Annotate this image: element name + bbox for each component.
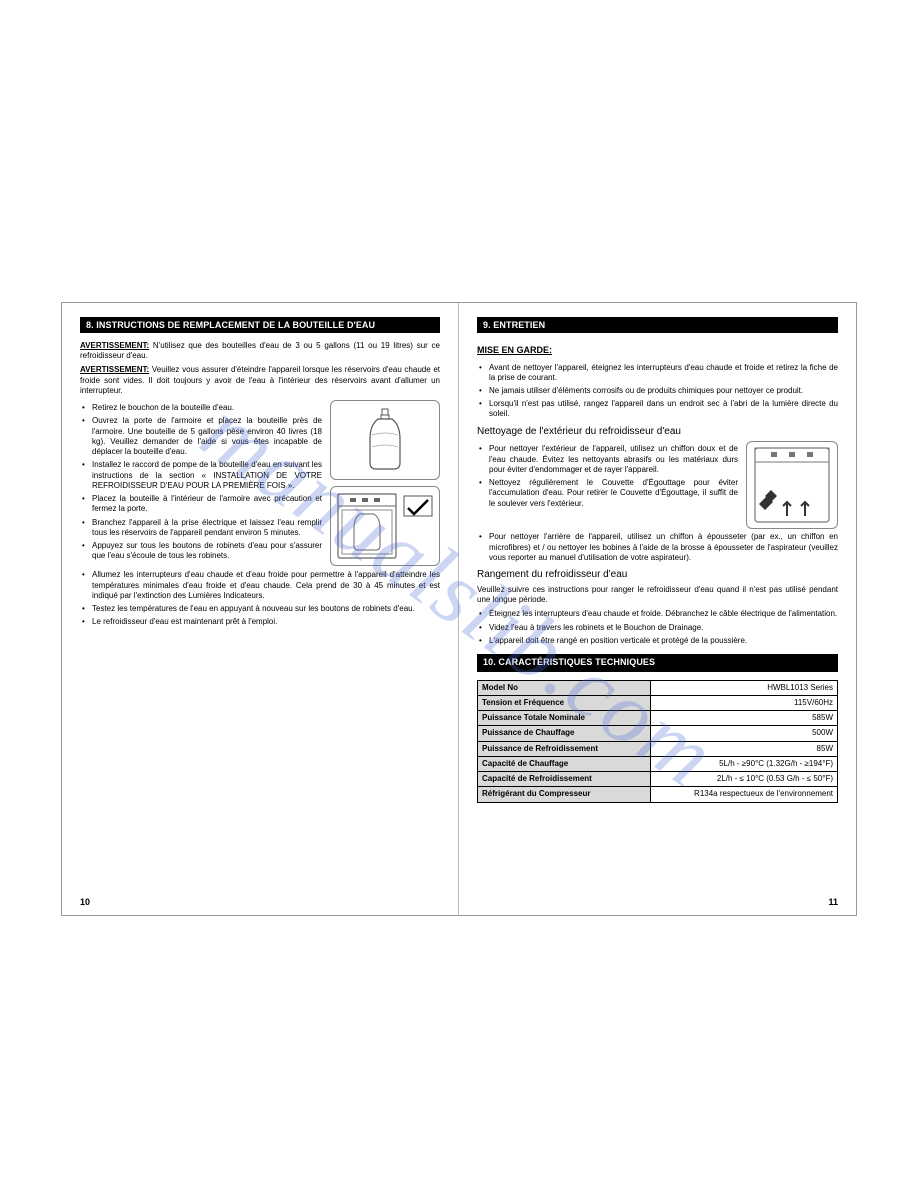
warning-2: AVERTISSEMENT: Veuillez vous assurer d'é…	[80, 365, 440, 396]
left-figures	[330, 400, 440, 567]
table-row: Tension et Fréquence115V/60Hz	[478, 695, 838, 710]
left-narrow-text: Retirez le bouchon de la bouteille d'eau…	[80, 400, 322, 567]
list-item: Retirez le bouchon de la bouteille d'eau…	[80, 403, 322, 413]
table-row: Capacité de Chauffage5L/h - ≥90°C (1.32G…	[478, 756, 838, 771]
table-row: Capacité de Refroidissement2L/h - ≤ 10°C…	[478, 772, 838, 787]
manual-spread: 8. INSTRUCTIONS DE REMPLACEMENT DE LA BO…	[61, 302, 857, 916]
spec-key: Capacité de Chauffage	[478, 756, 651, 771]
cleaning-heading: Nettoyage de l'extérieur du refroidisseu…	[477, 426, 838, 439]
list-item: Appuyez sur tous les boutons de robinets…	[80, 541, 322, 561]
spec-key: Réfrigérant du Compresseur	[478, 787, 651, 802]
left-wide-bullets: Allumez les interrupteurs d'eau chaude e…	[80, 570, 440, 627]
spec-key: Tension et Fréquence	[478, 695, 651, 710]
list-item: Ouvrez la porte de l'armoire et placez l…	[80, 416, 322, 457]
figure-drip-tray	[746, 441, 838, 529]
page-right-body: MISE EN GARDE: Avant de nettoyer l'appar…	[477, 341, 838, 803]
page-number-left: 10	[80, 897, 90, 907]
list-item: Ne jamais utiliser d'éléments corrosifs …	[477, 386, 838, 396]
list-item: Avant de nettoyer l'appareil, éteignez l…	[477, 363, 838, 383]
right-figure-col	[746, 441, 838, 529]
mise-en-garde-label: MISE EN GARDE:	[477, 345, 552, 357]
list-item: Pour nettoyer l'extérieur de l'appareil,…	[477, 444, 738, 475]
list-item: L'appareil doit être rangé en position v…	[477, 636, 838, 646]
storage-bullets: Éteignez les interrupteurs d'eau chaude …	[477, 609, 838, 646]
list-item: Installez le raccord de pompe de la bout…	[80, 460, 322, 491]
table-row: Puissance de Chauffage500W	[478, 726, 838, 741]
list-item: Pour nettoyer l'arrière de l'appareil, u…	[477, 532, 838, 563]
spec-table: Model NoHWBL1013 Series Tension et Fréqu…	[477, 680, 838, 803]
spec-key: Capacité de Refroidissement	[478, 772, 651, 787]
storage-intro: Veuillez suivre ces instructions pour ra…	[477, 585, 838, 605]
spec-val: 585W	[650, 711, 837, 726]
list-item: Nettoyez régulièrement le Couvette d'Égo…	[477, 478, 738, 509]
section-9-heading: 9. ENTRETIEN	[477, 317, 838, 333]
warning-1-label: AVERTISSEMENT:	[80, 341, 149, 350]
spec-val: 2L/h - ≤ 10°C (0.53 G/h - ≤ 50°F)	[650, 772, 837, 787]
list-item: Videz l'eau à travers les robinets et le…	[477, 623, 838, 633]
spec-val: 85W	[650, 741, 837, 756]
spec-val: R134a respectueux de l'environnement	[650, 787, 837, 802]
page-left-body: AVERTISSEMENT: N'utilisez que des boutei…	[80, 341, 440, 628]
storage-heading: Rangement du refroidisseur d'eau	[477, 569, 838, 582]
cabinet-icon	[332, 488, 438, 564]
list-item: Branchez l'appareil à la prise électriqu…	[80, 518, 322, 538]
spec-key: Puissance Totale Nominale	[478, 711, 651, 726]
left-narrow-bullets: Retirez le bouchon de la bouteille d'eau…	[80, 403, 322, 561]
spec-val: 500W	[650, 726, 837, 741]
garde-bullets: Avant de nettoyer l'appareil, éteignez l…	[477, 363, 838, 420]
list-item: Testez les températures de l'eau en appu…	[80, 604, 440, 614]
figure-bottle-open	[330, 400, 440, 480]
clean-wide-bullets: Pour nettoyer l'arrière de l'appareil, u…	[477, 532, 838, 563]
warning-1: AVERTISSEMENT: N'utilisez que des boutei…	[80, 341, 440, 361]
spec-val: 5L/h - ≥90°C (1.32G/h - ≥194°F)	[650, 756, 837, 771]
spec-key: Puissance de Refroidissement	[478, 741, 651, 756]
spec-tbody: Model NoHWBL1013 Series Tension et Fréqu…	[478, 680, 838, 802]
list-item: Éteignez les interrupteurs d'eau chaude …	[477, 609, 838, 619]
left-narrow-row: Retirez le bouchon de la bouteille d'eau…	[80, 400, 440, 567]
spec-key: Model No	[478, 680, 651, 695]
right-narrow-text: Pour nettoyer l'extérieur de l'appareil,…	[477, 441, 738, 529]
bottle-icon	[350, 405, 420, 475]
list-item: Placez la bouteille à l'intérieur de l'a…	[80, 494, 322, 514]
page-left: 8. INSTRUCTIONS DE REMPLACEMENT DE LA BO…	[62, 303, 459, 915]
spec-val: HWBL1013 Series	[650, 680, 837, 695]
section-8-heading: 8. INSTRUCTIONS DE REMPLACEMENT DE LA BO…	[80, 317, 440, 333]
table-row: Puissance de Refroidissement85W	[478, 741, 838, 756]
warning-2-label: AVERTISSEMENT:	[80, 365, 149, 374]
clean-narrow-bullets: Pour nettoyer l'extérieur de l'appareil,…	[477, 444, 738, 508]
section-10-heading: 10. CARACTÉRISTIQUES TECHNIQUES	[477, 654, 838, 672]
list-item: Lorsqu'il n'est pas utilisé, rangez l'ap…	[477, 399, 838, 419]
spec-key: Puissance de Chauffage	[478, 726, 651, 741]
spec-val: 115V/60Hz	[650, 695, 837, 710]
table-row: Model NoHWBL1013 Series	[478, 680, 838, 695]
list-item: Allumez les interrupteurs d'eau chaude e…	[80, 570, 440, 601]
list-item: Le refroidisseur d'eau est maintenant pr…	[80, 617, 440, 627]
table-row: Puissance Totale Nominale585W	[478, 711, 838, 726]
page-number-right: 11	[828, 897, 838, 907]
sheet: manualslib.com 8. INSTRUCTIONS DE REMPLA…	[0, 0, 918, 1188]
figure-bottle-cabinet	[330, 486, 440, 566]
right-narrow-row: Pour nettoyer l'extérieur de l'appareil,…	[477, 441, 838, 529]
table-row: Réfrigérant du CompresseurR134a respectu…	[478, 787, 838, 802]
page-right: 9. ENTRETIEN MISE EN GARDE: Avant de net…	[459, 303, 856, 915]
drip-tray-icon	[749, 444, 835, 526]
